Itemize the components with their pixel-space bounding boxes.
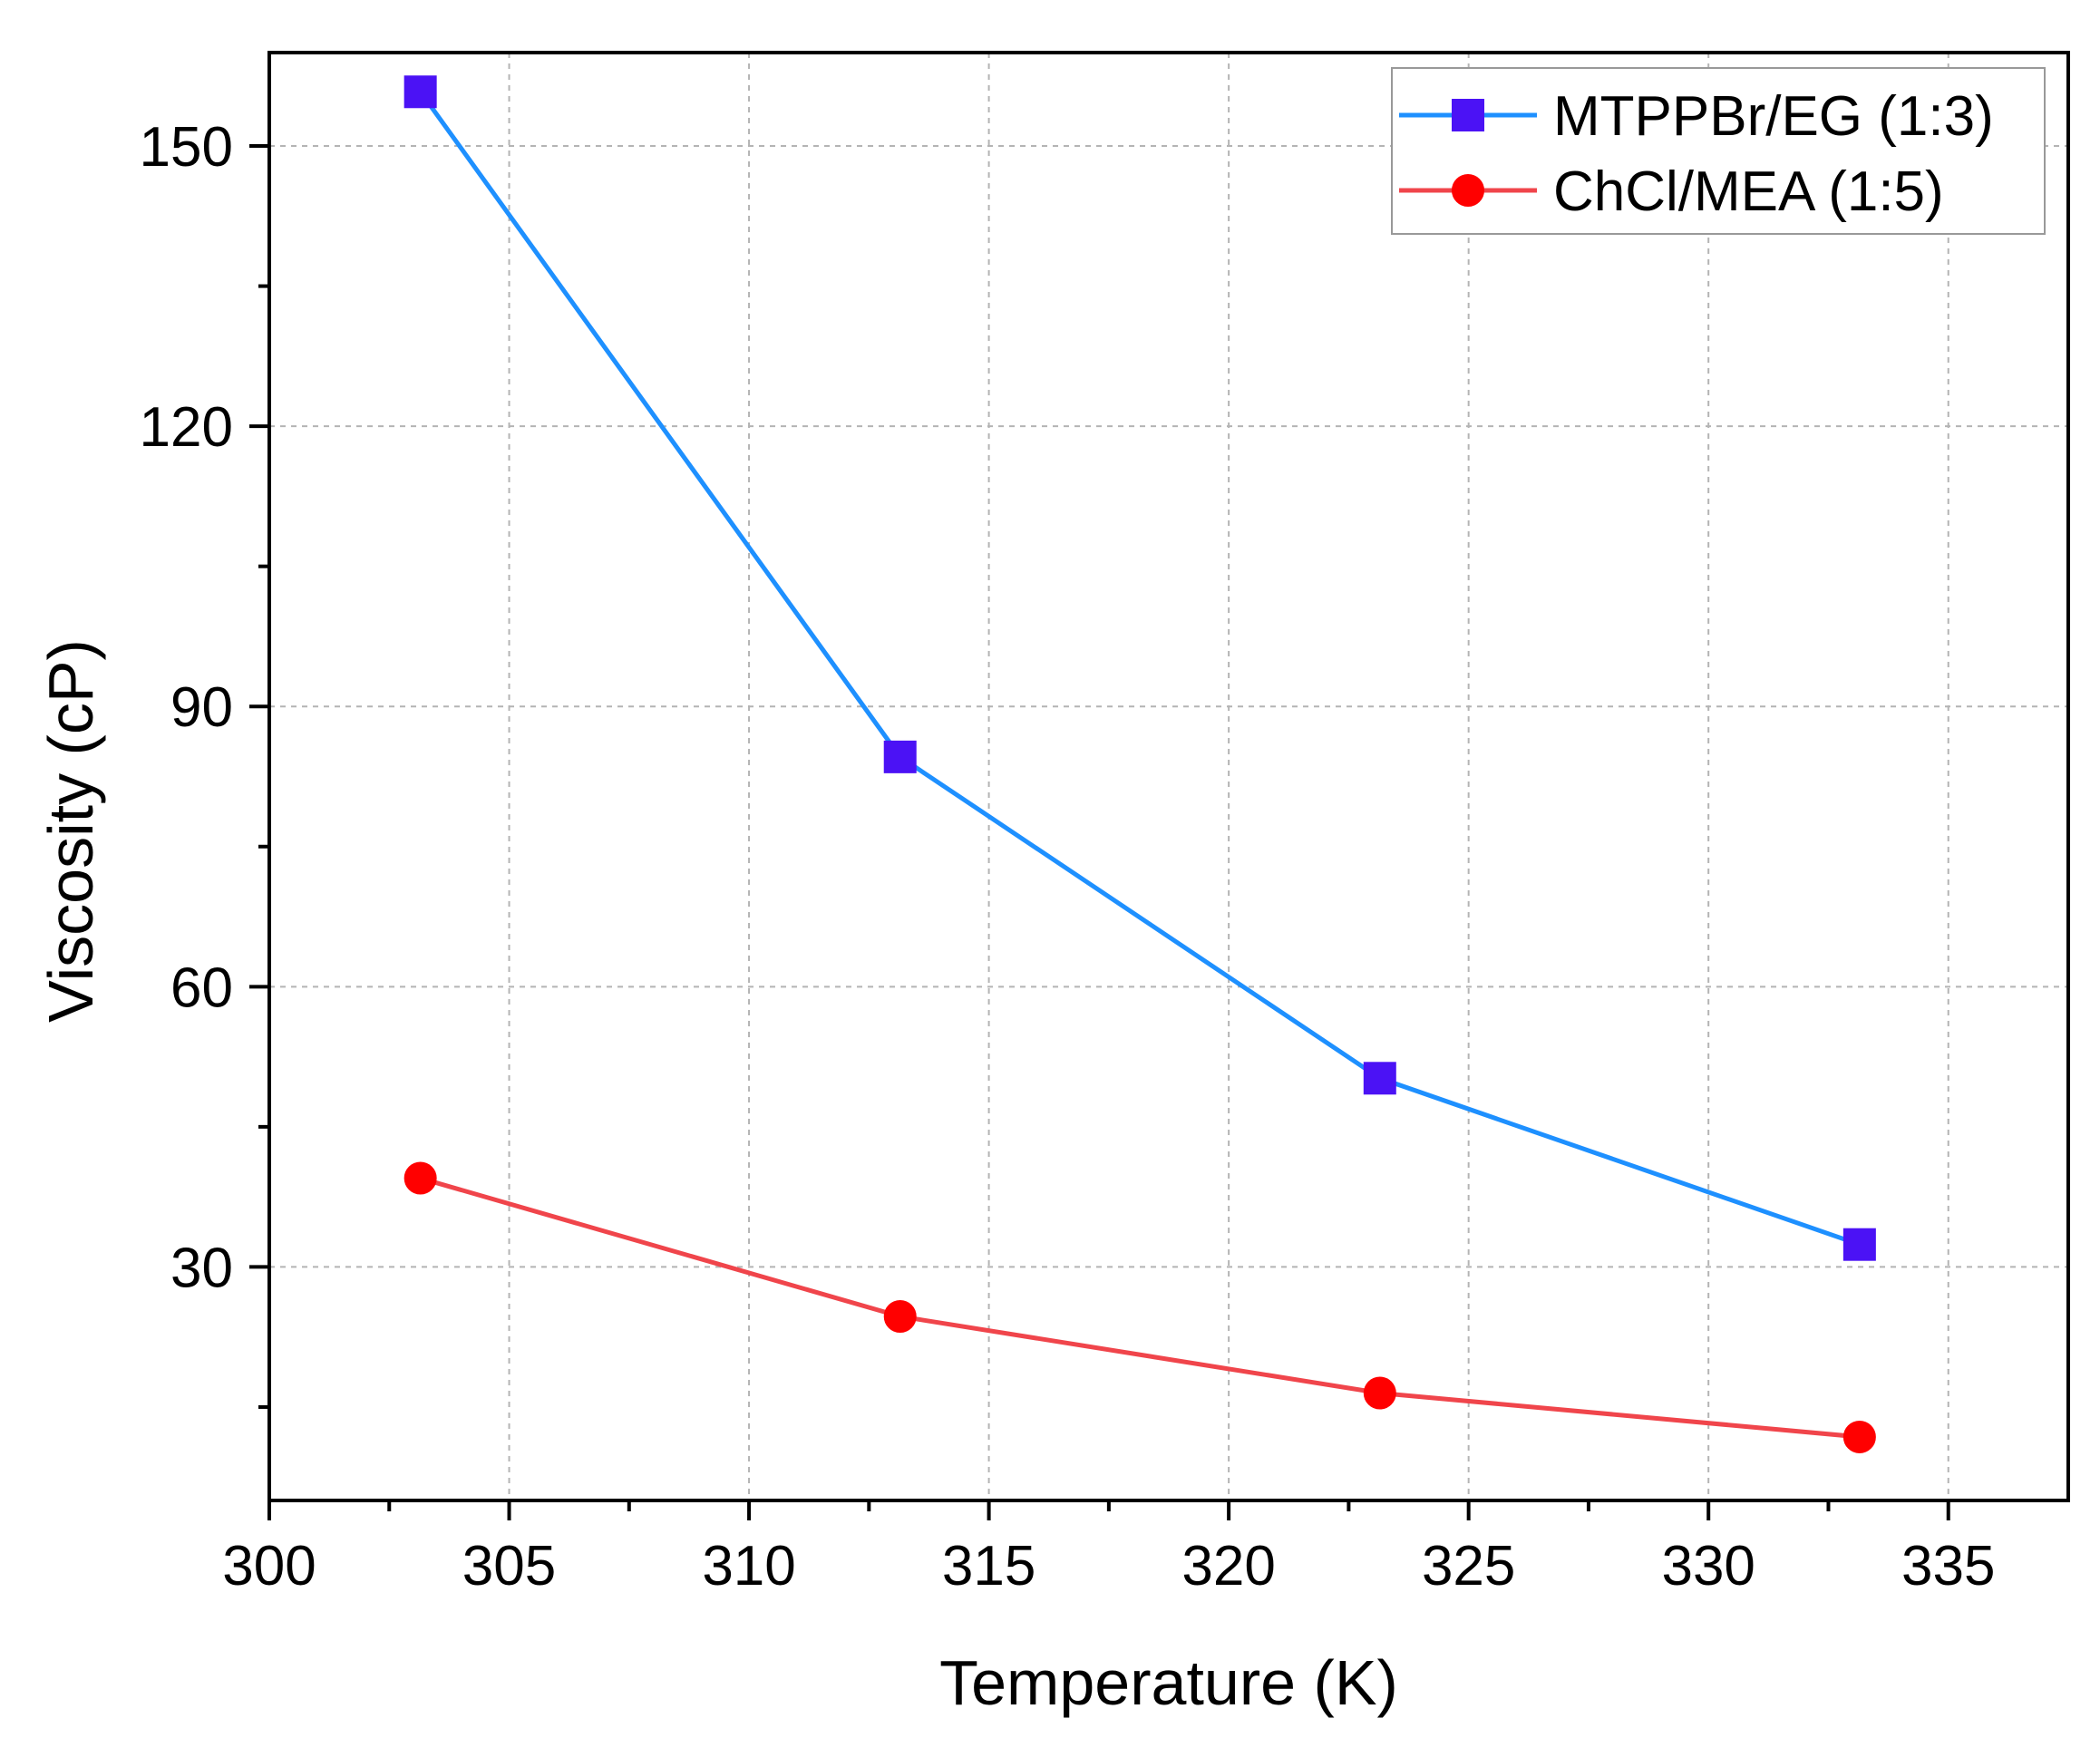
data-point — [883, 1300, 917, 1334]
x-tick-label: 325 — [1422, 1535, 1515, 1597]
legend-item-0: MTPPBr/EG (1:3) — [1399, 85, 1994, 148]
y-tick-label: 120 — [140, 396, 233, 459]
series-line — [419, 1176, 1861, 1440]
series-0 — [403, 75, 1876, 1261]
axes: 300 305 310 315 320 325 330 335 30 60 90 120 150 Temp… — [35, 51, 2070, 1718]
legend-label: ChCl/MEA (1:5) — [1553, 160, 1944, 223]
x-tick-label: 320 — [1181, 1535, 1275, 1597]
data-point — [1842, 1420, 1876, 1453]
data-point — [883, 740, 917, 773]
y-tick-label: 30 — [170, 1237, 233, 1299]
legend-box — [1391, 67, 2046, 235]
data-point — [1363, 1062, 1396, 1095]
x-tick-label: 330 — [1661, 1535, 1755, 1597]
x-tick-label: 300 — [222, 1535, 316, 1597]
legend-marker — [1452, 174, 1484, 207]
legend-item-1: ChCl/MEA (1:5) — [1399, 160, 1944, 223]
x-tick-label: 335 — [1901, 1535, 1995, 1597]
x-tick-label: 315 — [942, 1535, 1035, 1597]
plot-frame — [267, 51, 2070, 1502]
y-tick-label: 150 — [140, 116, 233, 179]
x-tick-label: 305 — [462, 1535, 556, 1597]
data-point — [1363, 1376, 1396, 1410]
y-tick-label: 90 — [170, 676, 233, 739]
series-1 — [403, 1161, 1876, 1453]
series-line — [418, 90, 1861, 1248]
x-tick-label: 310 — [702, 1535, 795, 1597]
legend-label: MTPPBr/EG (1:3) — [1553, 85, 1994, 148]
data-point — [403, 75, 437, 109]
legend: MTPPBr/EG (1:3) ChCl/MEA (1:5) — [1391, 67, 2046, 235]
data-point — [1842, 1228, 1876, 1261]
data-point — [403, 1161, 437, 1195]
grid — [269, 53, 2068, 1500]
y-tick-label: 60 — [170, 956, 233, 1019]
x-axis-title: Temperature (K) — [939, 1647, 1398, 1718]
y-axis-title: Viscosity (cP) — [35, 639, 106, 1023]
legend-marker — [1452, 99, 1484, 131]
series-layer — [403, 75, 1876, 1453]
